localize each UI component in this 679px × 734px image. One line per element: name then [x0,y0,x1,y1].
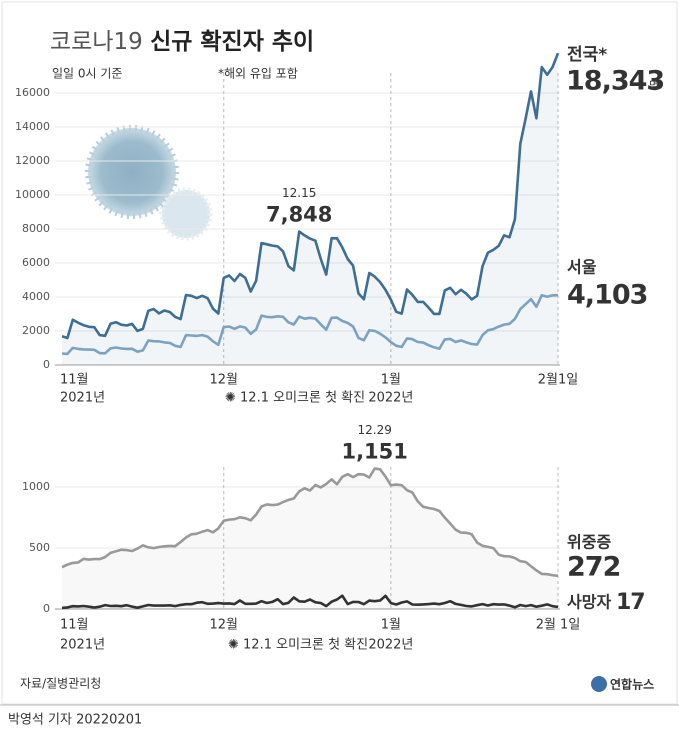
peak-value-label: 7,848 [266,203,332,227]
virus-illustration [85,125,213,241]
peak-value-label: 1,151 [341,440,407,464]
logo-mark [591,676,607,692]
y-tick-label: 1000 [22,480,50,493]
peak-date-label: 12.15 [282,186,316,200]
series-line [61,293,559,356]
x-tick-label: 1월 [381,373,401,388]
y-tick-label: 6000 [22,256,50,269]
omicron-note: ✺ 12.1 오미크론 첫 확진 [225,391,365,406]
y-tick-label: 500 [29,541,50,554]
basis-note: 일일 0시 기준 [52,67,122,81]
unit-label: 명 [649,79,659,92]
x-tick-label: 12월 [209,618,238,633]
frame [1,1,678,705]
x-tick-label: 1월 [381,618,401,633]
y-tick-label: 16000 [15,86,50,99]
end-value-label: 18,343 [566,66,664,97]
logo: 연합뉴스 [610,677,654,692]
y-tick-label: 12000 [15,154,50,167]
x-tick-label: 12월 [209,373,238,388]
legend-label: 위중증 [567,533,611,552]
byline: 박영석 기자 20220201 [8,713,142,728]
y-tick-label: 0 [43,358,50,371]
series-line [61,52,560,340]
x-tick-label: 11월 [60,618,89,633]
x-year-label: 2021년 [60,638,105,653]
x-tick-label: 2월 1일 [536,618,581,633]
x-year-label: 2022년 [368,391,413,406]
title: 코로나19 신규 확진자 추이 [50,29,314,55]
source: 자료/질병관리청 [20,677,101,691]
y-tick-label: 4000 [22,290,50,303]
peak-date-label: 12.29 [358,423,392,437]
import-note: *해외 유입 포함 [218,67,298,81]
y-tick-label: 10000 [15,188,50,201]
y-tick-label: 0 [43,602,50,615]
series-line [61,594,559,610]
area [62,53,558,365]
x-year-label: 2021년 [60,391,105,406]
y-tick-label: 8000 [22,222,50,235]
legend-label: 전국* [567,45,607,65]
x-tick-label: 2월1일 [538,373,578,388]
omicron-note: ✺ 12.1 오미크론 첫 확진 [228,638,368,653]
end-value-label: 272 [567,552,620,583]
legend-label: 사망자 [567,593,611,612]
series-line [61,467,559,578]
y-tick-label: 14000 [15,120,50,133]
x-year-label: 2022년 [368,638,413,653]
end-value-label: 4,103 [567,280,647,311]
x-tick-label: 11월 [60,373,89,388]
area [62,468,558,609]
legend-label: 서울 [567,258,597,277]
y-tick-label: 2000 [22,324,50,337]
end-value-label: 17 [616,590,645,615]
